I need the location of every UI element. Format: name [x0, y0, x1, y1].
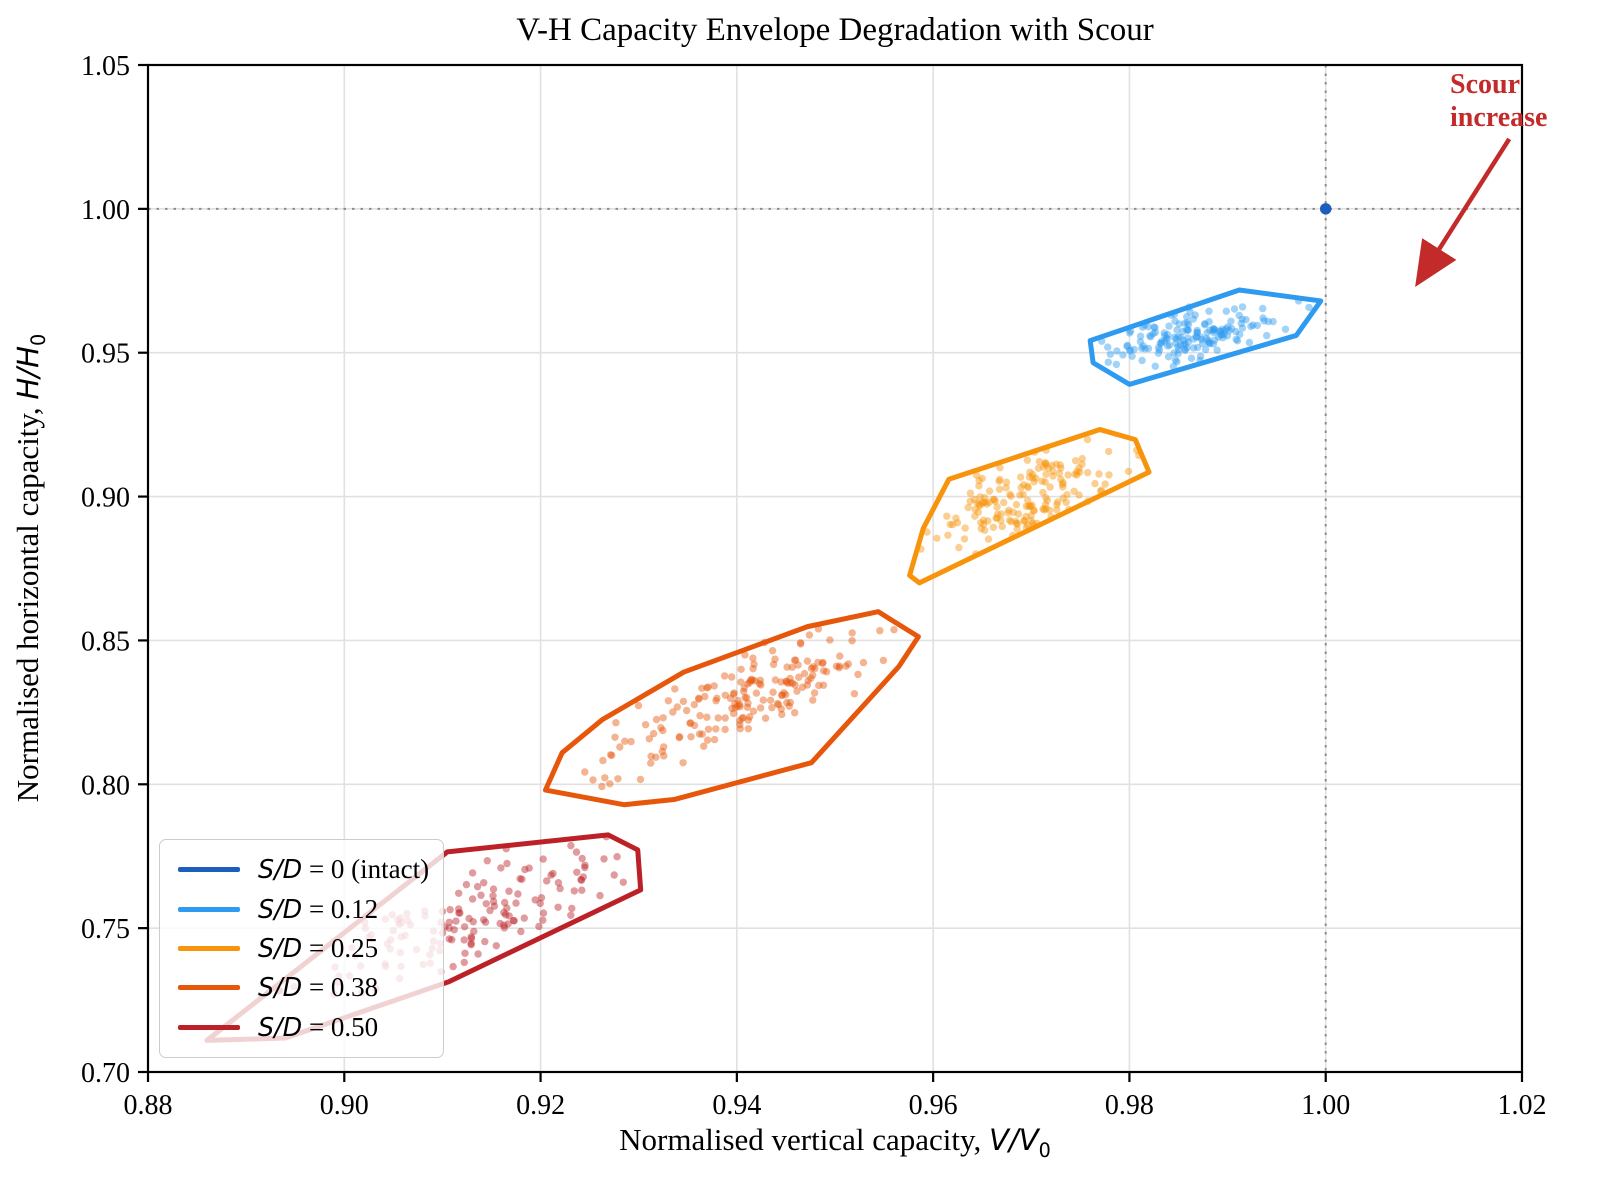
- legend: S/D = 0 (intact) S/D = 0.12 S/D = 0.25 S/D …: [159, 839, 444, 1058]
- svg-text:0.94: 0.94: [712, 1090, 761, 1121]
- scatter-points-1: [1098, 297, 1313, 371]
- svg-text:0.85: 0.85: [81, 626, 130, 657]
- scatter-points-2: [917, 435, 1143, 558]
- svg-text:0.88: 0.88: [124, 1090, 173, 1121]
- svg-text:1.00: 1.00: [81, 195, 130, 226]
- svg-text:0.92: 0.92: [516, 1090, 565, 1121]
- series-s-d-0-38: [542, 609, 921, 808]
- scatter-points-3: [581, 625, 898, 791]
- x-axis-label-text: Normalised vertical capacity,: [619, 1122, 989, 1157]
- x-tick-labels: 0.88 0.90 0.92 0.94 0.96 0.98 1.00 1.02: [124, 1072, 1547, 1121]
- svg-text:0.70: 0.70: [81, 1058, 130, 1089]
- svg-text:0.80: 0.80: [81, 770, 130, 801]
- x-axis-label-sub: 0: [1038, 1139, 1051, 1163]
- y-tick-labels: 0.70 0.75 0.80 0.85 0.90 0.95 1.00 1.05: [81, 51, 148, 1089]
- hull-3: [542, 609, 921, 808]
- series-s-d-0-12: [1087, 287, 1324, 387]
- legend-entry-2: S/D = 0.25: [178, 933, 425, 964]
- legend-line-swatch: [178, 945, 240, 951]
- chart-title: V-H Capacity Envelope Degradation with S…: [516, 12, 1154, 48]
- y-axis-label-text: Normalised horizontal capacity,: [9, 399, 45, 803]
- x-axis-label-math: V/V: [988, 1123, 1039, 1157]
- series-s-d-0-intact-: [1319, 203, 1332, 215]
- legend-line-swatch: [178, 1024, 240, 1030]
- svg-text:0.75: 0.75: [81, 914, 130, 945]
- annotation-line-2: increase: [1450, 102, 1548, 134]
- hull-2: [907, 427, 1152, 586]
- legend-entry-3: S/D = 0.38: [178, 972, 425, 1003]
- legend-entry-1: S/D = 0.12: [178, 894, 425, 925]
- annotation-line-1: Scour: [1450, 69, 1520, 100]
- legend-entry-0: S/D = 0 (intact): [178, 854, 429, 885]
- y-axis-label-sub: 0: [27, 333, 51, 347]
- legend-label: S/D = 0.12: [258, 893, 379, 924]
- legend-label: S/D = 0.50: [258, 1011, 379, 1042]
- gridlines: [148, 65, 1522, 1072]
- svg-text:0.98: 0.98: [1105, 1090, 1154, 1121]
- x-axis-label: Normalised vertical capacity, V/V0: [619, 1122, 1051, 1162]
- y-axis-label: Normalised horizontal capacity, H/H0: [10, 334, 50, 802]
- scour-arrow: [1415, 137, 1512, 287]
- legend-line-swatch: [178, 867, 240, 873]
- hull-1: [1087, 287, 1324, 387]
- svg-text:0.96: 0.96: [909, 1090, 958, 1121]
- svg-text:1.02: 1.02: [1498, 1090, 1547, 1121]
- legend-entry-4: S/D = 0.50: [178, 1012, 425, 1043]
- legend-label: S/D = 0 (intact): [258, 854, 430, 885]
- svg-text:1.05: 1.05: [81, 51, 130, 82]
- svg-text:1.00: 1.00: [1301, 1090, 1350, 1121]
- y-axis-label-math: H/H: [10, 346, 45, 400]
- series-s-d-0-25: [907, 427, 1152, 586]
- svg-text:0.90: 0.90: [81, 483, 130, 514]
- scour-increase-annotation: Scour increase: [1450, 68, 1547, 134]
- svg-text:0.95: 0.95: [81, 339, 130, 370]
- svg-text:0.90: 0.90: [320, 1090, 369, 1121]
- intact-point: [1319, 203, 1332, 215]
- legend-label: S/D = 0.25: [258, 932, 379, 963]
- reference-lines: [148, 65, 1522, 1072]
- legend-line-swatch: [178, 906, 240, 912]
- axes: 0.88 0.90 0.92 0.94 0.96 0.98 1.00 1.02 0.70 0.75…: [81, 51, 1547, 1121]
- legend-line-swatch: [178, 985, 240, 991]
- legend-label: S/D = 0.38: [258, 972, 379, 1003]
